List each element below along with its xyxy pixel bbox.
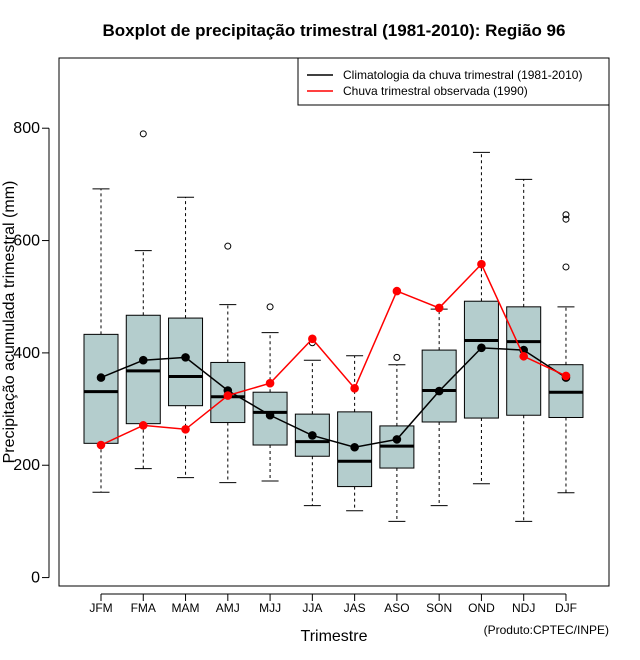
outlier-point: [562, 263, 570, 271]
series-observed: [96, 259, 571, 450]
box-MAM: [168, 196, 204, 479]
series-line: [100, 262, 567, 446]
series-point: [434, 386, 444, 396]
outlier-point: [266, 303, 274, 311]
x-axis: JFM FMA MAM AMJ MJJ JJA JAS ASO SON OND NDJ DJF: [89, 593, 577, 615]
y-tick-label: 0: [31, 570, 40, 587]
box-JFM: [83, 188, 119, 493]
x-tick-label: AMJ: [216, 601, 240, 615]
series-point: [138, 355, 148, 365]
series-point: [519, 351, 529, 361]
box-DJF: [548, 211, 584, 494]
outlier-point: [139, 130, 147, 138]
outlier-point: [224, 242, 232, 250]
series-climatology: [96, 343, 571, 452]
series-point: [477, 343, 486, 353]
chart-title: Boxplot de precipitação trimestral (1981…: [103, 21, 566, 40]
x-tick-label: SON: [426, 601, 452, 615]
y-axis-label: Precipitação acumulada trimestral (mm): [1, 181, 18, 464]
series-point: [265, 410, 275, 420]
x-tick-label: DJF: [555, 601, 577, 615]
series-point: [308, 334, 317, 344]
y-axis: 0 200 400 600 800: [13, 120, 50, 587]
series-line: [100, 347, 567, 449]
box-OND: [463, 151, 499, 485]
series-point: [96, 373, 106, 382]
box-SON: [421, 308, 457, 507]
box-AMJ: [210, 242, 246, 484]
outlier-point: [562, 211, 570, 219]
series-point: [350, 442, 359, 452]
product-credit: (Produto:CPTEC/INPE): [484, 623, 609, 637]
x-tick-label: ASO: [384, 601, 409, 615]
series-point: [392, 286, 402, 296]
series-lines-group: [96, 259, 571, 452]
box-MJJ: [252, 303, 288, 482]
y-tick-label: 800: [13, 120, 40, 137]
x-tick-label: MJJ: [259, 601, 281, 615]
box-JAS: [337, 355, 373, 512]
series-point: [392, 435, 402, 444]
outlier-point: [393, 353, 401, 361]
series-point: [434, 303, 444, 313]
series-point: [350, 383, 359, 393]
legend-label-observed: Chuva trimestral observada (1990): [343, 84, 528, 98]
box-ASO: [379, 353, 415, 522]
x-tick-label: JJA: [302, 601, 322, 615]
y-tick-label: 200: [13, 457, 40, 474]
series-point: [477, 259, 486, 269]
series-point: [181, 353, 190, 362]
x-tick-label: FMA: [131, 601, 156, 615]
outlier-point: [562, 215, 570, 223]
x-tick-label: NDJ: [512, 601, 535, 615]
series-point: [265, 378, 275, 388]
series-point: [138, 421, 148, 430]
y-tick-label: 400: [13, 345, 40, 362]
x-tick-label: OND: [468, 601, 495, 615]
x-tick-label: MAM: [172, 601, 200, 615]
box-iqr: [168, 317, 204, 407]
box-iqr: [421, 349, 457, 423]
box-iqr: [294, 413, 330, 457]
legend: Climatologia da chuva trimestral (1981-2…: [297, 57, 610, 106]
legend-box: [297, 57, 610, 106]
legend-label-climatology: Climatologia da chuva trimestral (1981-2…: [343, 68, 582, 82]
boxes-group: [83, 130, 584, 522]
series-point: [96, 440, 106, 450]
series-point: [223, 391, 233, 400]
y-tick-label: 600: [13, 233, 40, 250]
x-axis-label: Trimestre: [301, 628, 368, 645]
series-point: [308, 431, 317, 440]
series-point: [181, 424, 190, 434]
series-point: [561, 371, 571, 381]
box-FMA: [125, 130, 161, 470]
box-JJA: [294, 339, 330, 507]
x-tick-label: JAS: [344, 601, 366, 615]
box-iqr: [83, 333, 119, 444]
x-tick-label: JFM: [89, 601, 112, 615]
